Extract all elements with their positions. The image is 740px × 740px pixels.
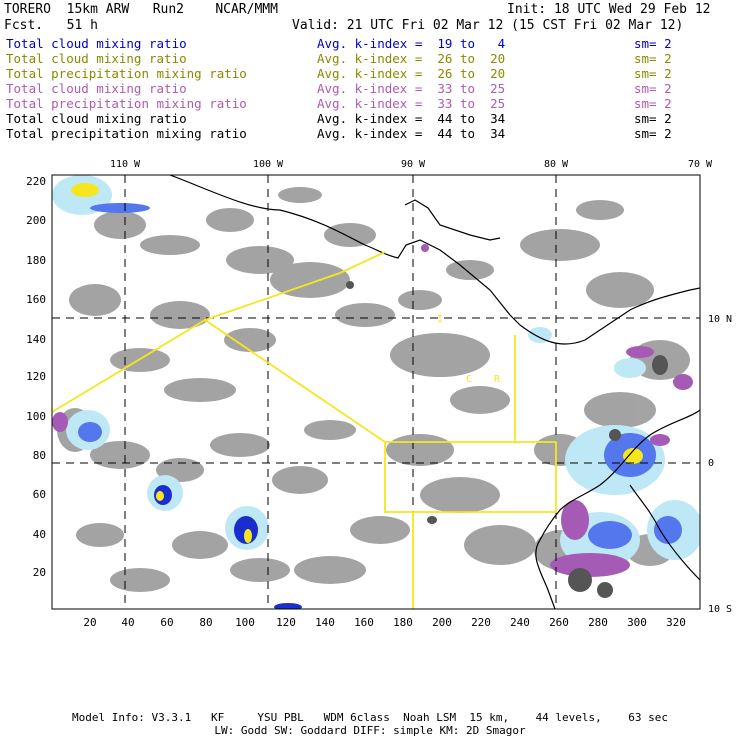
legend-kindex: Avg. k-index = 33 to 25 bbox=[317, 81, 506, 96]
x-tick: 120 bbox=[276, 616, 296, 629]
lon-label: 90 W bbox=[401, 159, 426, 170]
y-axis: 220 200 180 160 140 120 100 80 60 40 20 bbox=[26, 175, 46, 579]
legend-row-2: Total cloud mixing ratio Avg. k-index = … bbox=[6, 51, 734, 66]
legend-smoothing: sm= 2 bbox=[634, 51, 672, 66]
valid-time: Valid: 21 UTC Fri 02 Mar 12 (15 CST Fri … bbox=[292, 18, 684, 33]
x-axis: 20 40 60 80 100 120 140 160 180 200 220 … bbox=[83, 616, 686, 629]
x-tick: 200 bbox=[432, 616, 452, 629]
region-label: I bbox=[437, 314, 443, 325]
y-tick: 200 bbox=[26, 214, 46, 227]
y-tick: 160 bbox=[26, 293, 46, 306]
legend-row-4: Total cloud mixing ratio Avg. k-index = … bbox=[6, 81, 734, 96]
x-tick: 100 bbox=[235, 616, 255, 629]
precipitation-mixing-ratio-purple bbox=[52, 244, 693, 577]
lat-label: 0 bbox=[708, 458, 714, 469]
legend-field-name: Total precipitation mixing ratio bbox=[6, 126, 247, 141]
x-tick: 160 bbox=[354, 616, 374, 629]
legend-row-7: Total precipitation mixing ratio Avg. k-… bbox=[6, 126, 734, 141]
legend-kindex: Avg. k-index = 44 to 34 bbox=[317, 111, 506, 126]
lon-label: 100 W bbox=[253, 159, 284, 170]
x-tick: 260 bbox=[549, 616, 569, 629]
graticule bbox=[52, 175, 700, 609]
region-label: R bbox=[494, 374, 501, 385]
lat-label: 10 N bbox=[708, 314, 732, 325]
legend-kindex: Avg. k-index = 33 to 25 bbox=[317, 96, 506, 111]
physics-info: LW: Godd SW: Goddard DIFF: simple KM: 2D… bbox=[214, 724, 526, 737]
lon-label: 70 W bbox=[688, 159, 713, 170]
model-title: TORERO 15km ARW Run2 NCAR/MMM bbox=[4, 2, 278, 17]
x-tick: 280 bbox=[588, 616, 608, 629]
legend-smoothing: sm= 2 bbox=[634, 126, 672, 141]
y-tick: 120 bbox=[26, 370, 46, 383]
region-outlines bbox=[52, 251, 557, 609]
x-tick: 180 bbox=[393, 616, 413, 629]
coastline bbox=[169, 175, 700, 609]
legend-kindex: Avg. k-index = 26 to 20 bbox=[317, 51, 506, 66]
y-tick: 100 bbox=[26, 410, 46, 423]
y-tick: 20 bbox=[33, 566, 46, 579]
x-tick: 60 bbox=[160, 616, 173, 629]
legend-smoothing: sm= 2 bbox=[634, 111, 672, 126]
lon-label: 80 W bbox=[544, 159, 569, 170]
y-tick: 140 bbox=[26, 333, 46, 346]
legend-kindex: Avg. k-index = 19 to 4 bbox=[317, 36, 506, 51]
model-info: Model Info: V3.3.1 KF YSU PBL WDM 6class… bbox=[71, 711, 669, 724]
x-tick: 220 bbox=[471, 616, 491, 629]
legend-field-name: Total cloud mixing ratio bbox=[6, 81, 187, 96]
legend-field-name: Total cloud mixing ratio bbox=[6, 36, 187, 51]
legend-smoothing: sm= 2 bbox=[634, 36, 672, 51]
init-time: Init: 18 UTC Wed 29 Feb 12 bbox=[507, 2, 711, 17]
x-tick: 40 bbox=[121, 616, 134, 629]
legend-row-5: Total precipitation mixing ratio Avg. k-… bbox=[6, 96, 734, 111]
x-tick: 20 bbox=[83, 616, 96, 629]
y-tick: 220 bbox=[26, 175, 46, 188]
y-tick: 60 bbox=[33, 488, 46, 501]
legend-smoothing: sm= 2 bbox=[634, 81, 672, 96]
x-tick: 300 bbox=[627, 616, 647, 629]
x-tick: 140 bbox=[315, 616, 335, 629]
legend-smoothing: sm= 2 bbox=[634, 96, 672, 111]
y-tick: 80 bbox=[33, 449, 46, 462]
lat-label: 10 S bbox=[708, 604, 732, 615]
map-frame bbox=[51, 174, 701, 610]
legend-field-name: Total precipitation mixing ratio bbox=[6, 96, 247, 111]
forecast-hour: Fcst. 51 h bbox=[4, 18, 98, 33]
legend-kindex: Avg. k-index = 44 to 34 bbox=[317, 126, 506, 141]
x-tick: 240 bbox=[510, 616, 530, 629]
legend-kindex: Avg. k-index = 26 to 20 bbox=[317, 66, 506, 81]
legend-field-name: Total cloud mixing ratio bbox=[6, 51, 187, 66]
legend-row-3: Total precipitation mixing ratio Avg. k-… bbox=[6, 66, 734, 81]
legend-field-name: Total cloud mixing ratio bbox=[6, 111, 187, 126]
region-label: C bbox=[466, 374, 472, 385]
cloud-field bbox=[57, 187, 690, 592]
convective-cores bbox=[346, 281, 668, 598]
x-tick: 320 bbox=[666, 616, 686, 629]
legend-field-name: Total precipitation mixing ratio bbox=[6, 66, 247, 81]
y-tick: 40 bbox=[33, 528, 46, 541]
map-field-layer bbox=[52, 175, 700, 609]
y-tick: 180 bbox=[26, 254, 46, 267]
legend-smoothing: sm= 2 bbox=[634, 66, 672, 81]
x-tick: 80 bbox=[199, 616, 212, 629]
lon-label: 110 W bbox=[110, 159, 141, 170]
legend-row-1: Total cloud mixing ratio Avg. k-index = … bbox=[6, 36, 734, 51]
forecast-map: 110 W 100 W 90 W 80 W 70 W 10 N 0 10 S bbox=[26, 159, 732, 629]
legend-row-6: Total cloud mixing ratio Avg. k-index = … bbox=[6, 111, 734, 126]
